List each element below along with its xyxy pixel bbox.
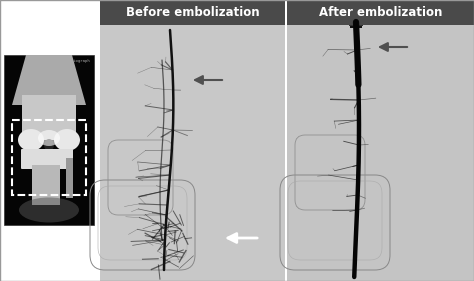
Ellipse shape	[44, 139, 54, 151]
FancyBboxPatch shape	[21, 149, 73, 169]
Ellipse shape	[18, 129, 44, 151]
Bar	[12, 120, 86, 195]
Bar	[287, 0, 474, 281]
Polygon shape	[12, 55, 86, 105]
Bar	[350, 18, 362, 28]
Bar	[32, 165, 60, 205]
Bar	[100, 0, 285, 25]
Text: Before embolization: Before embolization	[126, 6, 259, 19]
Ellipse shape	[54, 129, 80, 151]
Bar	[287, 0, 474, 25]
Ellipse shape	[19, 198, 79, 223]
Bar	[4, 55, 94, 225]
Text: After embolization: After embolization	[319, 6, 442, 19]
Bar	[66, 158, 73, 198]
Bar	[22, 95, 76, 140]
Bar	[100, 0, 285, 281]
Text: radiograph: radiograph	[66, 59, 90, 63]
Ellipse shape	[38, 130, 60, 146]
Bar	[349, 20, 363, 26]
